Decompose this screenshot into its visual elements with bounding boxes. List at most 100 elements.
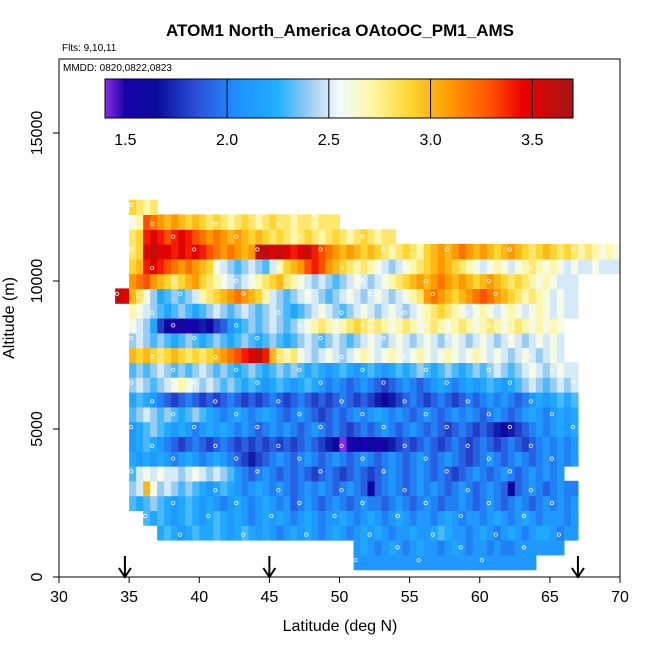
heatmap-cell — [318, 229, 327, 245]
heatmap-cell — [514, 436, 523, 452]
heatmap-cell — [514, 273, 523, 289]
heatmap-cell — [269, 525, 277, 541]
heatmap-cell — [311, 495, 320, 511]
sample-marker — [150, 488, 155, 493]
heatmap-cell — [444, 480, 453, 497]
heatmap-cell — [367, 332, 376, 349]
heatmap-cell — [612, 258, 621, 275]
sample-marker — [360, 234, 365, 239]
heatmap-cell — [220, 510, 228, 526]
heatmap-cell — [570, 258, 579, 275]
heatmap-cell — [129, 229, 137, 245]
heatmap-cell — [206, 244, 214, 260]
heatmap-cell — [269, 392, 277, 408]
heatmap-cell — [416, 392, 425, 408]
heatmap-cell — [521, 244, 530, 260]
heatmap-cell — [472, 495, 481, 511]
sample-marker — [318, 424, 323, 430]
heatmap-cell — [318, 480, 327, 497]
heatmap-cell — [150, 466, 158, 482]
sample-marker — [395, 513, 400, 518]
heatmap-cell — [493, 421, 502, 437]
heatmap-cell — [514, 244, 523, 260]
heatmap-cell — [507, 525, 516, 541]
heatmap-cell — [521, 377, 530, 393]
heatmap-cell — [241, 451, 249, 467]
heatmap-cell — [395, 258, 404, 275]
heatmap-cell — [332, 273, 341, 289]
sample-marker — [255, 380, 260, 385]
heatmap-cell — [269, 466, 277, 482]
heatmap-cell — [325, 362, 334, 378]
sample-marker — [276, 443, 281, 448]
heatmap-cell — [416, 540, 425, 556]
heatmap-cell — [486, 392, 495, 408]
heatmap-cell — [297, 480, 306, 497]
heatmap-cell — [367, 421, 376, 437]
heatmap-cell — [430, 436, 439, 452]
heatmap-cell — [213, 318, 221, 334]
heatmap-cell — [304, 288, 313, 304]
heatmap-cell — [234, 347, 242, 363]
heatmap-cell — [129, 332, 137, 349]
heatmap-cell — [199, 303, 207, 319]
heatmap-cell — [388, 332, 397, 349]
sample-marker — [171, 323, 176, 328]
heatmap-cell — [248, 495, 256, 511]
sample-marker — [507, 424, 512, 430]
heatmap-cell — [388, 377, 397, 393]
heatmap-cell — [192, 332, 200, 349]
heatmap-cell — [339, 525, 348, 541]
heatmap-cell — [451, 362, 460, 378]
heatmap-cell — [451, 495, 460, 511]
sample-marker — [129, 469, 134, 474]
heatmap-cell — [472, 436, 481, 452]
heatmap-cell — [549, 525, 558, 541]
heatmap-cell — [430, 480, 439, 497]
heatmap-cell — [514, 480, 523, 497]
heatmap-cell — [353, 421, 362, 437]
heatmap-cell — [213, 421, 221, 437]
heatmap-cell — [213, 229, 221, 245]
heatmap-cell — [248, 258, 256, 275]
heatmap-cell — [479, 451, 488, 467]
heatmap-cell — [507, 392, 516, 408]
heatmap-cell — [234, 244, 242, 260]
heatmap-cell — [563, 510, 572, 526]
heatmap-cell — [612, 244, 621, 260]
heatmap-cell — [269, 436, 277, 452]
heatmap-cell — [192, 406, 200, 423]
heatmap-cell — [171, 303, 179, 319]
heatmap-cell — [416, 525, 425, 541]
heatmap-cell — [290, 318, 299, 334]
heatmap-cell — [136, 244, 144, 260]
heatmap-cell — [507, 436, 516, 452]
heatmap-cell — [283, 229, 292, 245]
heatmap-cell — [458, 525, 467, 541]
heatmap-cell — [143, 377, 151, 393]
heatmap-cell — [262, 347, 270, 363]
heatmap-cell — [388, 392, 397, 408]
heatmap-cell — [164, 214, 172, 230]
heatmap-cell — [409, 258, 418, 275]
heatmap-cell — [605, 244, 614, 260]
heatmap-cell — [339, 480, 348, 497]
heatmap-cell — [563, 436, 572, 452]
heatmap-cell — [304, 436, 313, 452]
heatmap-cell — [220, 377, 228, 393]
heatmap-cell — [353, 480, 362, 497]
heatmap-cell — [220, 495, 228, 511]
heatmap-cell — [605, 258, 614, 275]
heatmap-cell — [262, 377, 270, 393]
heatmap-cell — [416, 451, 425, 467]
heatmap-cell — [521, 332, 530, 349]
sample-marker — [360, 412, 365, 417]
heatmap-cell — [528, 510, 537, 526]
heatmap-cell — [458, 495, 467, 511]
heatmap-cell — [430, 362, 439, 378]
heatmap-cell — [451, 244, 460, 260]
heatmap-cell — [136, 392, 144, 408]
heatmap-cell — [346, 421, 355, 437]
heatmap-cell — [542, 510, 551, 526]
heatmap-cell — [507, 258, 516, 275]
